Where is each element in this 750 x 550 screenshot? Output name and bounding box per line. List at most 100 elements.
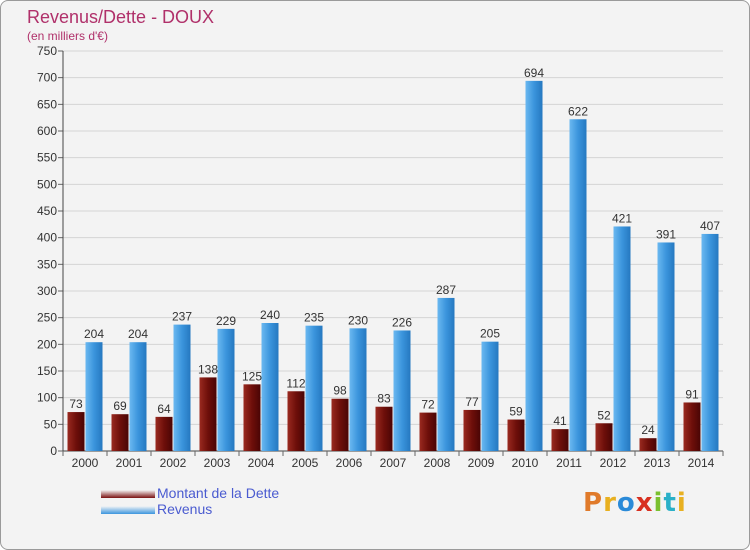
bar-dette — [639, 438, 657, 451]
data-label-dette: 98 — [333, 384, 347, 398]
logo-letter: P — [583, 488, 604, 518]
bar-revenus — [481, 341, 499, 451]
data-label-dette: 138 — [198, 362, 218, 376]
data-label-revenus: 287 — [436, 283, 456, 297]
data-label-revenus: 237 — [172, 310, 192, 324]
logo-letter: o — [616, 488, 636, 518]
bar-dette — [507, 419, 525, 451]
legend-label-dette: Montant de la Dette — [157, 485, 280, 501]
y-tick-label: 750 — [37, 44, 57, 58]
x-tick-label: 2000 — [72, 456, 99, 470]
legend-swatch-revenus — [101, 506, 155, 514]
bar-dette — [67, 412, 85, 451]
y-tick-label: 450 — [37, 204, 57, 218]
bar-dette — [111, 414, 129, 451]
proxiti-logo: Proxiti — [583, 488, 687, 518]
x-tick-label: 2002 — [160, 456, 187, 470]
data-label-dette: 91 — [685, 387, 699, 401]
data-label-dette: 125 — [242, 369, 262, 383]
bar-dette — [243, 384, 261, 451]
data-label-revenus: 204 — [84, 327, 104, 341]
data-label-dette: 59 — [509, 405, 523, 419]
legend-swatch-dette — [101, 490, 155, 498]
data-label-revenus: 391 — [656, 227, 676, 241]
bar-revenus — [437, 297, 455, 451]
data-label-revenus: 694 — [524, 66, 544, 80]
x-tick-label: 2010 — [512, 456, 539, 470]
x-tick-label: 2008 — [424, 456, 451, 470]
x-tick-label: 2009 — [468, 456, 495, 470]
data-label-dette: 72 — [421, 398, 435, 412]
bar-revenus — [349, 328, 367, 451]
y-tick-label: 50 — [44, 417, 58, 431]
data-label-revenus: 230 — [348, 313, 368, 327]
bar-dette — [551, 429, 569, 451]
chart-subtitle: (en milliers d'€) — [27, 29, 108, 43]
legend-label-revenus: Revenus — [157, 501, 213, 517]
bar-revenus — [393, 330, 411, 451]
x-tick-label: 2013 — [644, 456, 671, 470]
bar-dette — [199, 377, 217, 451]
bar-revenus — [657, 242, 675, 451]
data-label-revenus: 204 — [128, 327, 148, 341]
x-tick-label: 2012 — [600, 456, 627, 470]
plot-area — [63, 51, 723, 451]
y-tick-label: 100 — [37, 391, 57, 405]
x-tick-label: 2007 — [380, 456, 407, 470]
bar-revenus — [85, 342, 103, 451]
x-tick-label: 2001 — [116, 456, 143, 470]
chart-title: Revenus/Dette - DOUX — [27, 7, 215, 27]
y-tick-label: 700 — [37, 71, 57, 85]
data-label-revenus: 226 — [392, 315, 412, 329]
y-tick-label: 400 — [37, 231, 57, 245]
bar-dette — [375, 406, 393, 451]
data-label-dette: 73 — [69, 397, 83, 411]
logo-letter: i — [676, 488, 687, 518]
bar-revenus — [217, 328, 235, 451]
data-label-dette: 69 — [113, 399, 127, 413]
y-tick-label: 650 — [37, 97, 57, 111]
data-label-dette: 52 — [597, 408, 611, 422]
bar-revenus — [129, 342, 147, 451]
data-label-dette: 41 — [553, 414, 567, 428]
y-tick-label: 500 — [37, 177, 57, 191]
data-label-revenus: 421 — [612, 211, 632, 225]
y-tick-label: 0 — [50, 444, 57, 458]
data-label-revenus: 240 — [260, 308, 280, 322]
bar-revenus — [613, 226, 631, 451]
bar-revenus — [261, 323, 279, 451]
data-label-revenus: 205 — [480, 327, 500, 341]
bar-revenus — [701, 233, 719, 451]
logo-letter: i — [653, 488, 664, 518]
data-label-dette: 83 — [377, 392, 391, 406]
data-label-revenus: 622 — [568, 104, 588, 118]
y-tick-label: 150 — [37, 364, 57, 378]
logo-letter: t — [663, 488, 677, 518]
bar-dette — [419, 412, 437, 451]
bar-revenus — [305, 325, 323, 451]
logo-letter: x — [635, 488, 654, 518]
y-tick-label: 200 — [37, 337, 57, 351]
bar-dette — [331, 398, 349, 451]
bar-revenus — [173, 324, 191, 451]
data-label-dette: 77 — [465, 395, 479, 409]
x-tick-label: 2004 — [248, 456, 275, 470]
x-tick-label: 2006 — [336, 456, 363, 470]
x-tick-label: 2014 — [688, 456, 715, 470]
bar-dette — [287, 391, 305, 451]
logo-letter: r — [603, 488, 617, 518]
y-tick-label: 250 — [37, 311, 57, 325]
y-tick-label: 600 — [37, 124, 57, 138]
data-label-dette: 64 — [157, 402, 171, 416]
bar-dette — [595, 423, 613, 451]
bar-dette — [463, 409, 481, 451]
bar-revenus — [525, 80, 543, 451]
x-tick-label: 2011 — [556, 456, 582, 470]
data-label-dette: 24 — [641, 423, 655, 437]
y-tick-label: 300 — [37, 284, 57, 298]
x-tick-label: 2005 — [292, 456, 319, 470]
data-label-revenus: 407 — [700, 219, 720, 233]
bar-revenus — [569, 119, 587, 452]
